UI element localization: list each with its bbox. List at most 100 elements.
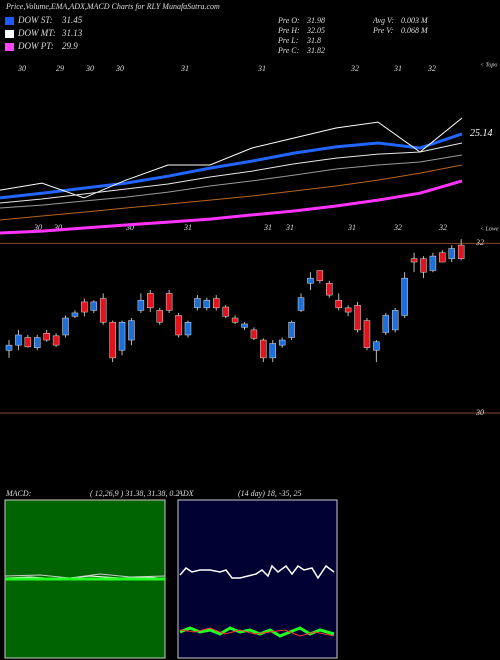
candle-body bbox=[203, 299, 211, 309]
y-tick-label: 30 bbox=[475, 408, 484, 417]
candle-body bbox=[99, 298, 107, 323]
date-label: 31 bbox=[263, 223, 272, 232]
date-label: 31 bbox=[285, 223, 294, 232]
date-label: 32 bbox=[427, 64, 436, 73]
candle-body bbox=[382, 315, 390, 333]
candle-body bbox=[250, 329, 258, 339]
info-value: 0.003 M bbox=[401, 16, 429, 25]
ema-line bbox=[0, 164, 463, 221]
date-label: 30 bbox=[85, 64, 94, 73]
date-label: 29 bbox=[56, 64, 64, 73]
candle-body bbox=[297, 297, 305, 311]
candle-body bbox=[62, 317, 69, 336]
date-label: 31 bbox=[347, 223, 356, 232]
date-label: 30 bbox=[125, 223, 134, 232]
date-label: 32 bbox=[350, 64, 359, 73]
candle-body bbox=[373, 341, 380, 351]
info-value: 0.068 M bbox=[401, 26, 429, 35]
legend-value: 31.13 bbox=[61, 28, 83, 38]
candle-body bbox=[71, 312, 79, 317]
legend-label: DOW MT: bbox=[17, 28, 56, 38]
candle-body bbox=[15, 334, 22, 346]
legend-swatch bbox=[5, 43, 14, 51]
candle-body bbox=[128, 320, 135, 341]
info-label: Pre L: bbox=[277, 36, 299, 45]
candle-body bbox=[137, 299, 145, 311]
adx-line bbox=[179, 564, 335, 580]
date-label: 31 bbox=[393, 64, 402, 73]
candle-body bbox=[288, 322, 295, 338]
ema-value-label: 25.14 bbox=[470, 128, 493, 139]
candle-body bbox=[410, 258, 418, 263]
candle-body bbox=[241, 323, 248, 328]
info-value: 31.8 bbox=[306, 36, 321, 45]
candle-body bbox=[231, 317, 239, 323]
candle-body bbox=[278, 339, 286, 346]
legend-swatch bbox=[5, 17, 14, 25]
date-label: 30 bbox=[53, 223, 62, 232]
ema-line bbox=[0, 142, 463, 204]
info-label: Pre H: bbox=[277, 26, 300, 35]
title: Price,Volume,EMA,ADX,MACD Charts for RLY… bbox=[5, 2, 220, 11]
date-label: 31 bbox=[180, 64, 189, 73]
legend-value: 29.9 bbox=[62, 41, 78, 51]
date-label: 32 bbox=[438, 223, 447, 232]
candle-body bbox=[165, 293, 173, 311]
ema-line bbox=[0, 132, 463, 200]
candle-body bbox=[439, 252, 446, 263]
info-value: 31.98 bbox=[306, 16, 325, 25]
candle-body bbox=[222, 306, 229, 317]
candle-body bbox=[5, 344, 13, 351]
candle-body bbox=[363, 320, 371, 348]
candle-body bbox=[391, 310, 399, 331]
info-label: Pre V: bbox=[372, 26, 394, 35]
adx-params: (14 day) 18, -35, 25 bbox=[238, 489, 302, 498]
candle-body bbox=[401, 277, 408, 316]
candle-body bbox=[457, 244, 465, 259]
candle-body bbox=[81, 301, 88, 313]
candle-body bbox=[212, 298, 220, 309]
candle-body bbox=[34, 337, 41, 348]
y-tick-label: 32 bbox=[475, 238, 484, 247]
candle-body bbox=[420, 258, 427, 273]
candle-body bbox=[184, 322, 192, 336]
candle-body bbox=[269, 343, 277, 359]
date-label: 31 bbox=[257, 64, 266, 73]
candle-body bbox=[335, 299, 342, 309]
bottom-marker: < Lowe bbox=[480, 226, 499, 232]
candle-body bbox=[24, 337, 32, 348]
macd-label: MACD: bbox=[5, 489, 32, 498]
candle-body bbox=[429, 255, 437, 271]
date-label: 30 bbox=[115, 64, 124, 73]
candle-body bbox=[316, 270, 324, 281]
macd-signal bbox=[4, 573, 166, 579]
candle-body bbox=[194, 298, 201, 309]
candle-body bbox=[344, 307, 352, 313]
legend-label: DOW ST: bbox=[17, 15, 53, 25]
info-value: 32.05 bbox=[306, 26, 325, 35]
candle-body bbox=[109, 322, 116, 359]
plus-di bbox=[179, 626, 335, 638]
minus-di bbox=[179, 627, 335, 637]
legend-label: DOW PT: bbox=[17, 41, 54, 51]
candle-body bbox=[326, 283, 333, 296]
candle-body bbox=[118, 322, 126, 351]
info-label: Pre C: bbox=[277, 46, 300, 55]
ema-line bbox=[0, 154, 463, 209]
date-label: 32 bbox=[393, 223, 402, 232]
date-label: 30 bbox=[17, 64, 26, 73]
candle-body bbox=[175, 315, 182, 336]
macd-line bbox=[4, 575, 166, 580]
candle-body bbox=[43, 333, 50, 341]
macd-params: ( 12,26,9 ) 31.38, 31.38, 0.2 bbox=[90, 489, 179, 498]
date-label: 30 bbox=[33, 223, 42, 232]
legend-swatch bbox=[5, 30, 14, 38]
candle-body bbox=[52, 335, 60, 346]
candle-body bbox=[354, 305, 361, 331]
candle-body bbox=[147, 293, 154, 309]
candle-body bbox=[90, 301, 98, 311]
date-label: 31 bbox=[183, 223, 192, 232]
ema-line bbox=[0, 117, 463, 199]
candle-body bbox=[448, 248, 455, 259]
